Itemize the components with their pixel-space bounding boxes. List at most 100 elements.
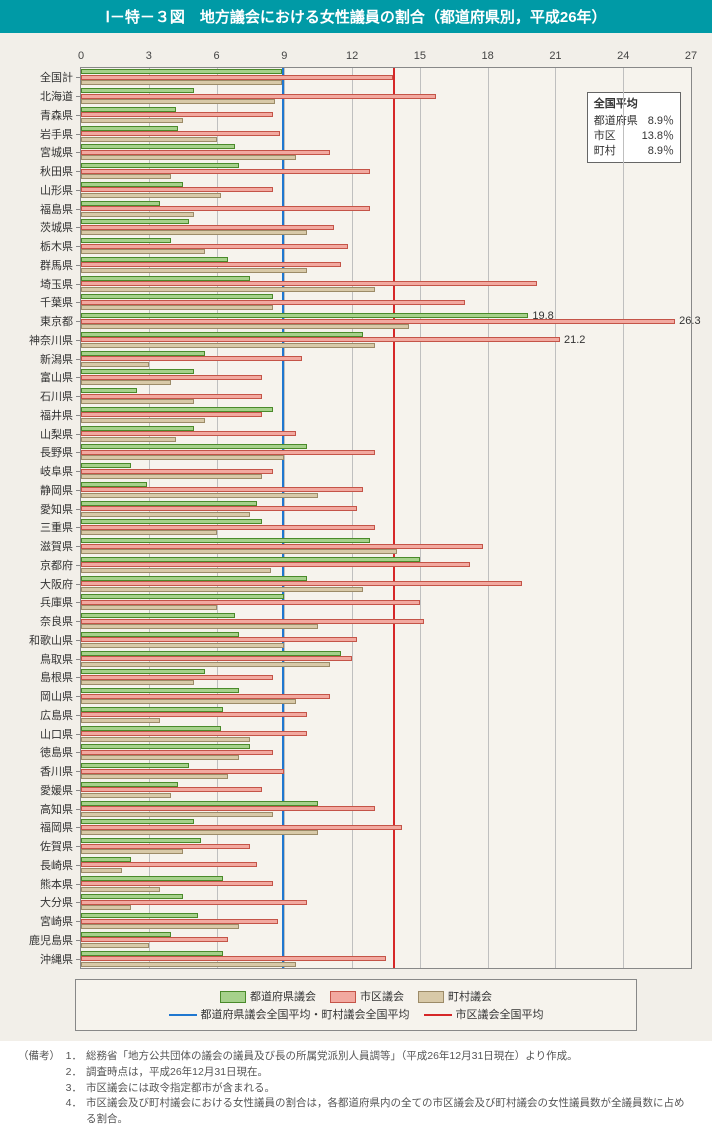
pref-label: 広島県	[40, 707, 73, 723]
bar-city	[81, 506, 357, 511]
bar-city	[81, 450, 375, 455]
x-tick-label: 3	[146, 50, 152, 62]
bar-town	[81, 849, 183, 854]
bar-town	[81, 568, 271, 573]
pref-label: 和歌山県	[29, 632, 73, 648]
bar-city	[81, 544, 483, 549]
bar-pref	[81, 238, 171, 243]
legend-swatch-pref	[220, 991, 246, 1003]
pref-row: 和歌山県	[81, 631, 691, 650]
bar-pref	[81, 144, 235, 149]
bar-town	[81, 643, 284, 648]
bar-pref	[81, 201, 160, 206]
footnote-lead	[18, 1065, 64, 1081]
bar-town	[81, 230, 307, 235]
pref-row: 島根県	[81, 668, 691, 687]
bar-city	[81, 187, 273, 192]
pref-label: 群馬県	[40, 257, 73, 273]
bar-pref	[81, 257, 228, 262]
pref-label: 宮城県	[40, 144, 73, 160]
pref-label: 新潟県	[40, 351, 73, 367]
pref-row: 宮崎県	[81, 912, 691, 931]
pref-row: 大阪府	[81, 574, 691, 593]
bar-town	[81, 905, 131, 910]
pref-row: 京都府	[81, 556, 691, 575]
pref-label: 長野県	[40, 444, 73, 460]
pref-label: 埼玉県	[40, 276, 73, 292]
pref-row: 福井県	[81, 406, 691, 425]
pref-label: 沖縄県	[40, 951, 73, 967]
bar-city	[81, 581, 522, 586]
bar-city	[81, 244, 348, 249]
bar-town	[81, 943, 149, 948]
bar-city	[81, 225, 334, 230]
bar-pref	[81, 744, 250, 749]
value-annotation: 26.3	[679, 315, 700, 327]
bar-pref	[81, 801, 318, 806]
value-annotation: 19.8	[532, 310, 553, 322]
bar-city	[81, 919, 278, 924]
bar-pref	[81, 407, 273, 412]
pref-label: 秋田県	[40, 163, 73, 179]
pref-label: 香川県	[40, 763, 73, 779]
bar-pref	[81, 294, 273, 299]
pref-row: 福島県	[81, 199, 691, 218]
pref-label: 山梨県	[40, 426, 73, 442]
bar-town	[81, 418, 205, 423]
bar-pref	[81, 857, 131, 862]
bar-city	[81, 712, 307, 717]
x-tick-label: 27	[685, 50, 697, 62]
pref-label: 神奈川県	[29, 332, 73, 348]
pref-row: 富山県	[81, 368, 691, 387]
pref-row: 香川県	[81, 762, 691, 781]
bar-city	[81, 75, 393, 80]
bar-pref	[81, 894, 183, 899]
bar-city	[81, 412, 262, 417]
pref-label: 北海道	[40, 88, 73, 104]
pref-row: 宮城県	[81, 143, 691, 162]
bar-town	[81, 680, 194, 685]
bar-city	[81, 675, 273, 680]
legend-label: 市区議会全国平均	[456, 1009, 544, 1021]
legend: 都道府県議会 市区議会 町村議会 都道府県議会全国平均・町村議会全国平均 市区議…	[75, 979, 637, 1031]
pref-row: 福岡県	[81, 818, 691, 837]
bar-town	[81, 962, 296, 967]
footnote-lead	[18, 1081, 64, 1097]
bar-town	[81, 887, 160, 892]
bar-pref	[81, 613, 235, 618]
footnote-number: 1．	[64, 1049, 82, 1065]
bar-town	[81, 174, 171, 179]
pref-row: 奈良県	[81, 612, 691, 631]
bar-town	[81, 380, 171, 385]
pref-label: 福島県	[40, 201, 73, 217]
x-tick-label: 12	[346, 50, 358, 62]
bar-pref	[81, 444, 307, 449]
pref-row: 熊本県	[81, 874, 691, 893]
bar-city	[81, 825, 402, 830]
footnote-number: 3．	[64, 1081, 82, 1097]
bar-town	[81, 362, 149, 367]
legend-label: 町村議会	[448, 991, 492, 1003]
legend-label: 都道府県議会	[250, 991, 316, 1003]
pref-row: 沖縄県	[81, 949, 691, 968]
bar-pref	[81, 819, 194, 824]
pref-row: 群馬県	[81, 256, 691, 275]
x-tick-label: 21	[549, 50, 561, 62]
bar-pref	[81, 669, 205, 674]
pref-label: 鹿児島県	[29, 932, 73, 948]
bar-town	[81, 830, 318, 835]
bar-pref	[81, 126, 178, 131]
pref-label: 愛知県	[40, 501, 73, 517]
pref-label: 徳島県	[40, 744, 73, 760]
footnote-line: 4．市区議会及び町村議会における女性議員の割合は，各都道府県内の全ての市区議会及…	[18, 1096, 694, 1128]
pref-row: 山梨県	[81, 424, 691, 443]
pref-row: 岡山県	[81, 687, 691, 706]
bar-city	[81, 787, 262, 792]
bar-town	[81, 437, 176, 442]
pref-row: 鹿児島県	[81, 931, 691, 950]
bar-town	[81, 474, 262, 479]
bar-pref	[81, 594, 284, 599]
pref-row: 徳島県	[81, 743, 691, 762]
pref-label: 岡山県	[40, 688, 73, 704]
footnote-number: 4．	[64, 1096, 82, 1128]
